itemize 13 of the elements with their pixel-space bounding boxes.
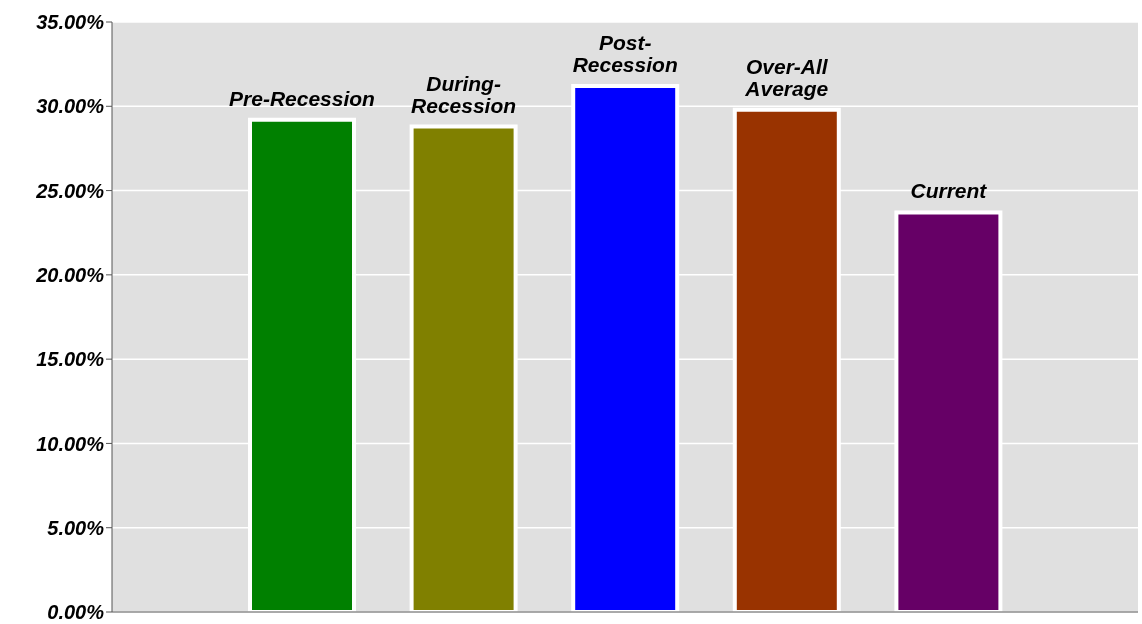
y-tick-label: 30.00% <box>36 95 105 118</box>
x-tick-label: During-Recession <box>411 71 517 117</box>
y-tick-label: 0.00% <box>47 601 105 624</box>
y-tick-label: 25.00% <box>35 179 105 202</box>
x-tick-label: Post-Recession <box>572 31 678 77</box>
x-tick-label: Pre-Recession <box>229 86 375 110</box>
y-tick-label: 15.00% <box>36 348 105 371</box>
y-tick-label: 10.00% <box>36 432 105 455</box>
y-tick-label: 20.00% <box>35 263 105 286</box>
y-tick-label: 5.00% <box>47 516 105 539</box>
x-tick-label: Over-All Average <box>744 54 829 100</box>
y-tick-label: 35.00% <box>36 11 105 34</box>
x-tick-label: Current <box>910 179 988 203</box>
